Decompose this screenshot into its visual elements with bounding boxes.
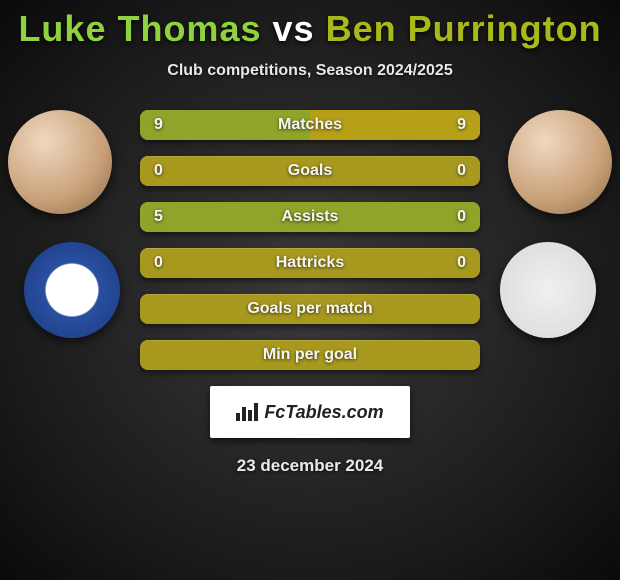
stat-row: 00Hattricks (140, 248, 480, 278)
subtitle: Club competitions, Season 2024/2025 (0, 62, 620, 80)
stat-label: Hattricks (140, 248, 480, 278)
stat-label: Goals per match (140, 294, 480, 324)
stat-row: Min per goal (140, 340, 480, 370)
stat-label: Assists (140, 202, 480, 232)
player1-avatar (8, 110, 112, 214)
stat-row: 50Assists (140, 202, 480, 232)
player2-club-badge (500, 242, 596, 338)
chart-icon (236, 403, 258, 421)
title-vs: vs (273, 8, 315, 49)
player2-avatar (508, 110, 612, 214)
site-name: FcTables.com (264, 402, 383, 423)
player1-club-badge (24, 242, 120, 338)
stat-row: Goals per match (140, 294, 480, 324)
stat-row: 00Goals (140, 156, 480, 186)
stat-label: Min per goal (140, 340, 480, 370)
stat-label: Matches (140, 110, 480, 140)
footer-date: 23 december 2024 (0, 456, 620, 476)
stat-label: Goals (140, 156, 480, 186)
title-player2: Ben Purrington (326, 8, 602, 49)
title-player1: Luke Thomas (18, 8, 261, 49)
stat-row: 99Matches (140, 110, 480, 140)
comparison-content: 99Matches 00Goals 50Assists 00Hattricks Goal… (0, 110, 620, 476)
stat-bars: 99Matches 00Goals 50Assists 00Hattricks Goal… (140, 110, 480, 370)
site-logo: FcTables.com (210, 386, 410, 438)
comparison-title: Luke Thomas vs Ben Purrington (0, 0, 620, 50)
